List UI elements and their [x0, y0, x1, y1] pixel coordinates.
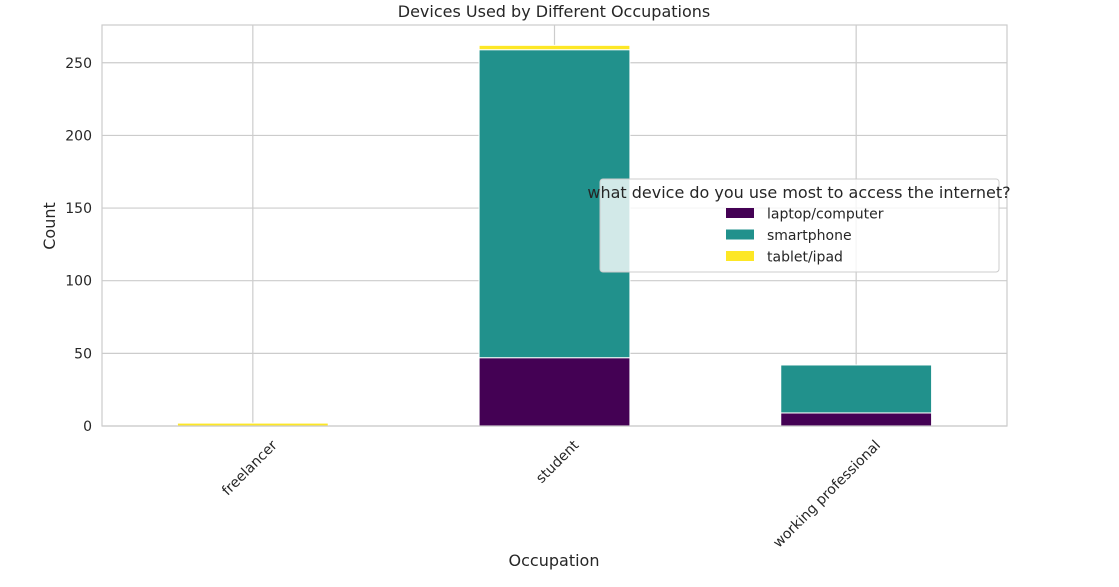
x-axis-label: Occupation: [509, 551, 600, 570]
y-tick-label: 150: [65, 201, 92, 217]
x-tick-label: working professional: [770, 438, 884, 552]
legend-entry-label: smartphone: [767, 228, 852, 244]
bar-segment: [478, 44, 631, 51]
legend-title: what device do you use most to access th…: [587, 183, 1010, 202]
bar-segment: [478, 357, 631, 427]
legend-items: laptop/computer smartphone tablet/ipad: [726, 207, 884, 266]
legend-entry-label: tablet/ipad: [767, 250, 843, 266]
legend-swatch: [726, 251, 754, 261]
x-tick-label: freelancer: [219, 437, 281, 499]
chart-title: Devices Used by Different Occupations: [398, 2, 710, 21]
y-tick-label: 250: [65, 56, 92, 72]
bar-segment: [780, 412, 933, 427]
x-ticks: freelancer student working professional: [219, 437, 884, 551]
legend-box: [599, 178, 1000, 273]
x-tick-label: student: [533, 437, 583, 487]
y-tick-label: 200: [65, 128, 92, 144]
y-tick-label: 0: [83, 419, 92, 435]
bar-segment: [780, 364, 933, 414]
y-tick-label: 100: [65, 274, 92, 290]
legend-swatch: [726, 208, 754, 218]
y-tick-label: 50: [74, 346, 92, 362]
legend: what device do you use most to access th…: [587, 178, 1011, 273]
y-ticks: 0 50 100 150 200 250: [65, 56, 92, 435]
legend-entry-label: laptop/computer: [767, 207, 884, 223]
y-axis-label: Count: [40, 202, 59, 250]
legend-swatch: [726, 229, 754, 240]
plot-frame: [101, 24, 1008, 427]
